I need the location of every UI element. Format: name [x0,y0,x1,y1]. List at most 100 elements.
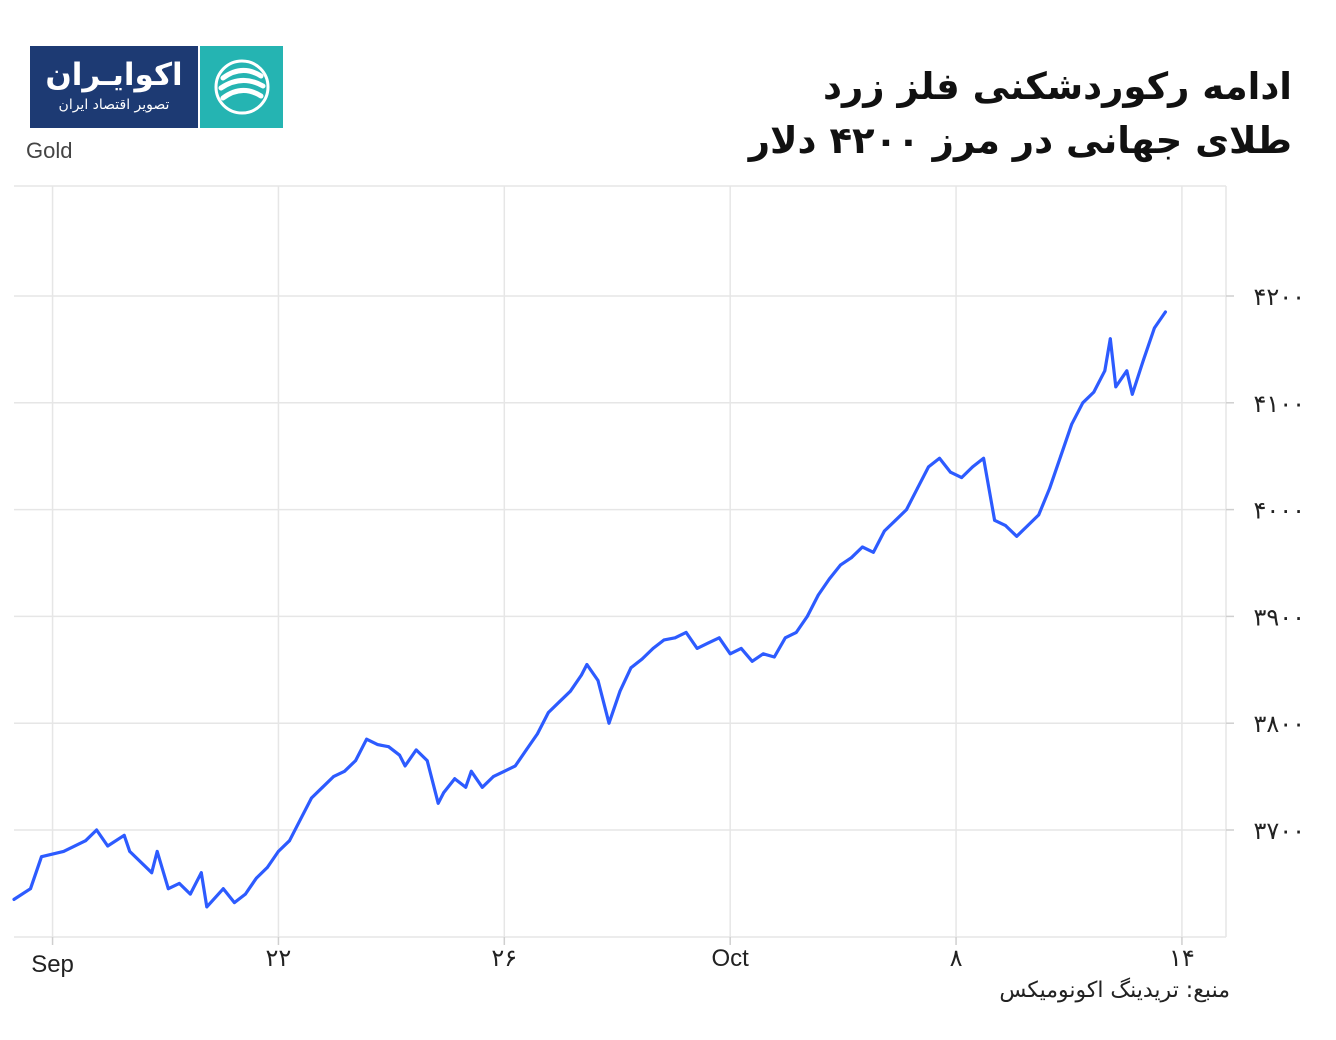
data-point [84,839,87,843]
data-point [255,876,258,880]
data-point [569,689,572,693]
data-point [618,689,622,693]
data-point [513,764,517,768]
data-point [166,887,170,891]
data-point [442,791,446,794]
chart-title-line-2: طلای جهانی در مرز ۴۲۰۰ دلار [748,119,1292,162]
data-point [469,769,473,773]
data-point [343,769,346,773]
data-point [883,529,886,533]
data-point [1015,534,1019,538]
data-point [1164,310,1167,314]
y-tick-label: ۴۲۰۰ [1253,283,1305,311]
data-point [971,465,974,469]
data-point [640,657,644,661]
data-point [122,833,126,837]
data-point [150,871,154,875]
data-point [927,465,930,469]
data-point [106,844,110,848]
data-point [205,905,209,909]
data-point [695,647,699,650]
data-point [750,659,754,663]
data-point [524,748,528,752]
data-point [1048,486,1052,490]
x-tick-label: Sep [31,951,74,978]
data-point [706,641,710,645]
data-point [960,476,963,479]
data-point [580,673,583,677]
data-point [761,652,765,656]
data-point [62,850,65,853]
data-point [772,655,776,659]
data-point [739,647,743,650]
data-point [436,801,440,805]
data-point [233,901,236,904]
x-tick-label: ۱۴ [1169,945,1195,972]
data-point [95,828,98,832]
data-point [1130,392,1134,396]
y-tick-label: ۳۹۰۰ [1253,603,1305,631]
data-point [288,839,291,843]
data-point [1070,422,1074,426]
data-point [480,785,484,789]
data-point [491,775,495,778]
data-point [244,892,247,896]
data-point [1004,524,1007,527]
data-point [266,866,269,869]
data-point [1059,454,1063,458]
data-point [40,855,43,859]
y-tick-label: ۴۰۰۰ [1253,497,1305,525]
logo-name: اکوایـران [45,57,183,93]
data-point [453,777,457,781]
data-point [607,721,611,725]
data-point [728,652,732,656]
data-point [387,745,390,749]
x-tick-label: Oct [712,945,750,972]
data-point [536,732,539,736]
data-point [717,636,721,640]
data-point [558,700,561,704]
data-point [783,636,787,640]
y-axis-label: Gold [26,138,73,163]
data-point [128,850,132,853]
data-point [321,785,324,789]
data-point [464,785,468,789]
data-point [188,892,192,896]
data-point [1026,524,1030,527]
data-point [861,545,864,549]
data-point [839,563,842,567]
data-point [850,556,853,560]
gold-price-line [12,310,1167,909]
data-point [585,663,589,666]
data-point [816,593,820,597]
data-point [12,898,16,901]
ecoiran-logo: اکوایـران تصویر اقتصاد ایران [30,46,283,128]
data-point [872,550,875,554]
data-point [794,631,798,634]
data-point [673,636,677,640]
data-point [993,518,996,522]
data-point [1081,401,1085,405]
logo-subtitle: تصویر اقتصاد ایران [58,97,170,113]
x-tick-label: ۲۲ [266,945,292,972]
data-point [1108,337,1112,341]
data-point [332,775,335,778]
data-point [199,871,203,875]
data-point [662,638,666,642]
data-point [1125,369,1129,373]
data-point [1153,326,1156,330]
data-point [596,679,600,682]
data-point [905,508,908,511]
data-point [277,850,280,853]
data-point [1037,513,1041,517]
chart-title-line-1: ادامه رکوردشکنی فلز زرد [822,65,1292,108]
data-point [403,764,407,768]
data-point [949,470,952,474]
chart-title: ادامه رکوردشکنی فلز زرد طلای جهانی در مر… [749,60,1292,168]
data-point [29,887,32,891]
y-tick-label: ۴۱۰۰ [1253,390,1305,418]
data-point [155,850,159,853]
data-point [805,615,809,618]
data-point [310,796,313,800]
